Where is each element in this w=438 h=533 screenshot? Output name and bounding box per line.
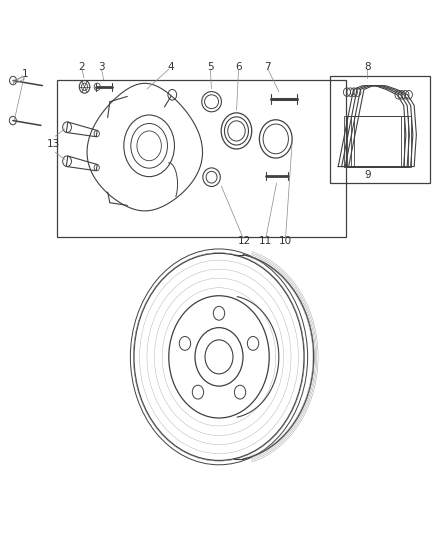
Text: 6: 6 [235, 62, 242, 72]
Bar [351, 116, 408, 166]
Bar [354, 116, 411, 166]
Text: 2: 2 [78, 62, 85, 72]
Text: 11: 11 [259, 236, 272, 246]
Text: 13: 13 [46, 139, 60, 149]
Bar [57, 80, 346, 237]
Text: 5: 5 [207, 62, 214, 72]
Bar [330, 76, 430, 182]
Text: 9: 9 [364, 170, 371, 180]
Bar [347, 116, 404, 166]
Text: 1: 1 [21, 69, 28, 79]
Text: 7: 7 [264, 62, 270, 72]
Text: 8: 8 [364, 62, 371, 72]
Text: 4: 4 [168, 62, 174, 72]
Text: 12: 12 [238, 236, 251, 246]
Bar [344, 116, 401, 166]
Text: 10: 10 [279, 236, 292, 246]
Text: 3: 3 [98, 62, 104, 72]
